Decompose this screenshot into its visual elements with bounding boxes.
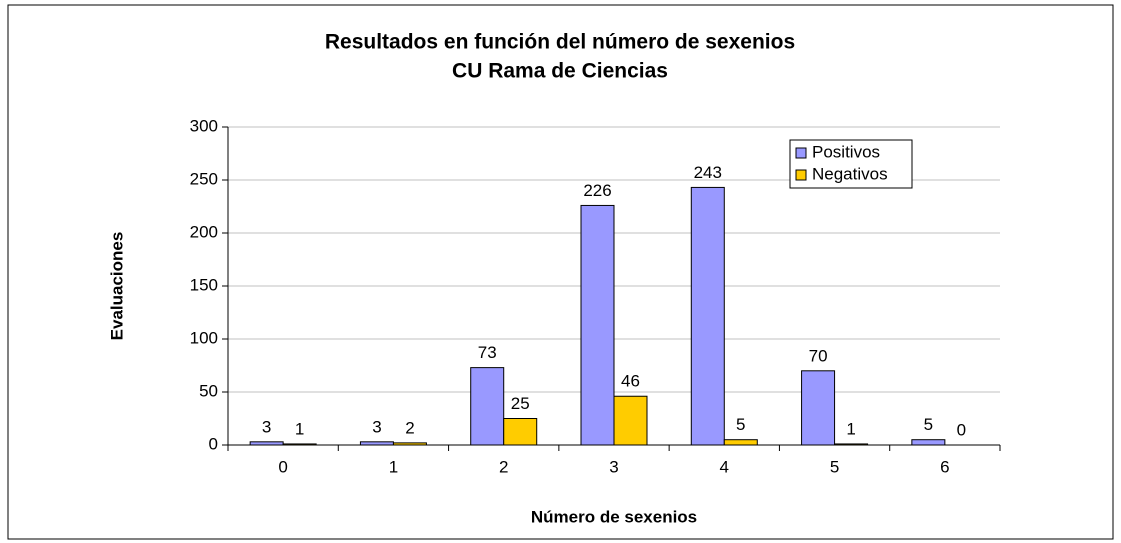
x-axis-title: Número de sexenios — [531, 507, 697, 526]
y-tick-label: 200 — [190, 222, 218, 241]
bar — [613, 395, 648, 446]
x-tick-label: 3 — [609, 457, 618, 476]
legend-box — [789, 139, 913, 189]
data-label: 243 — [694, 163, 722, 182]
data-label: 226 — [583, 181, 611, 200]
data-label: 0 — [957, 420, 966, 439]
chart-subtitle: CU Rama de Ciencias — [452, 60, 668, 83]
chart-title: Resultados en función del número de sexe… — [325, 31, 795, 54]
legend-swatch — [795, 169, 807, 181]
bar — [503, 418, 538, 446]
x-tick-label: 1 — [389, 457, 398, 476]
bar — [392, 442, 427, 446]
data-label: 1 — [295, 419, 304, 438]
data-label: 5 — [736, 415, 745, 434]
x-tick-label: 0 — [278, 457, 287, 476]
x-tick-label: 6 — [940, 457, 949, 476]
y-tick-label: 100 — [190, 328, 218, 347]
data-label: 2 — [405, 418, 414, 437]
bar — [690, 186, 725, 446]
chart-frame — [7, 4, 1114, 540]
bar — [282, 443, 317, 446]
data-label: 3 — [372, 417, 381, 436]
x-tick-label: 2 — [499, 457, 508, 476]
data-label: 70 — [809, 346, 828, 365]
y-tick-label: 150 — [190, 275, 218, 294]
y-tick-label: 50 — [199, 381, 218, 400]
data-label: 5 — [924, 415, 933, 434]
x-tick-label: 5 — [830, 457, 839, 476]
legend-swatch — [795, 147, 807, 159]
bar — [470, 367, 505, 446]
x-tick-label: 4 — [720, 457, 729, 476]
bar — [834, 443, 869, 446]
data-label: 3 — [262, 417, 271, 436]
data-label: 1 — [846, 419, 855, 438]
data-label: 25 — [511, 394, 530, 413]
bar — [359, 441, 394, 446]
y-tick-label: 0 — [209, 434, 218, 453]
bar — [723, 439, 758, 446]
y-tick-label: 250 — [190, 169, 218, 188]
legend-label: Negativos — [812, 164, 888, 183]
bar — [249, 441, 284, 446]
bar — [580, 204, 615, 446]
bar — [801, 370, 836, 446]
data-label: 73 — [478, 343, 497, 362]
y-tick-label: 300 — [190, 116, 218, 135]
legend-label: Positivos — [812, 142, 880, 161]
y-axis-title: Evaluaciones — [107, 232, 126, 341]
bar — [911, 439, 946, 446]
data-label: 46 — [621, 372, 640, 391]
